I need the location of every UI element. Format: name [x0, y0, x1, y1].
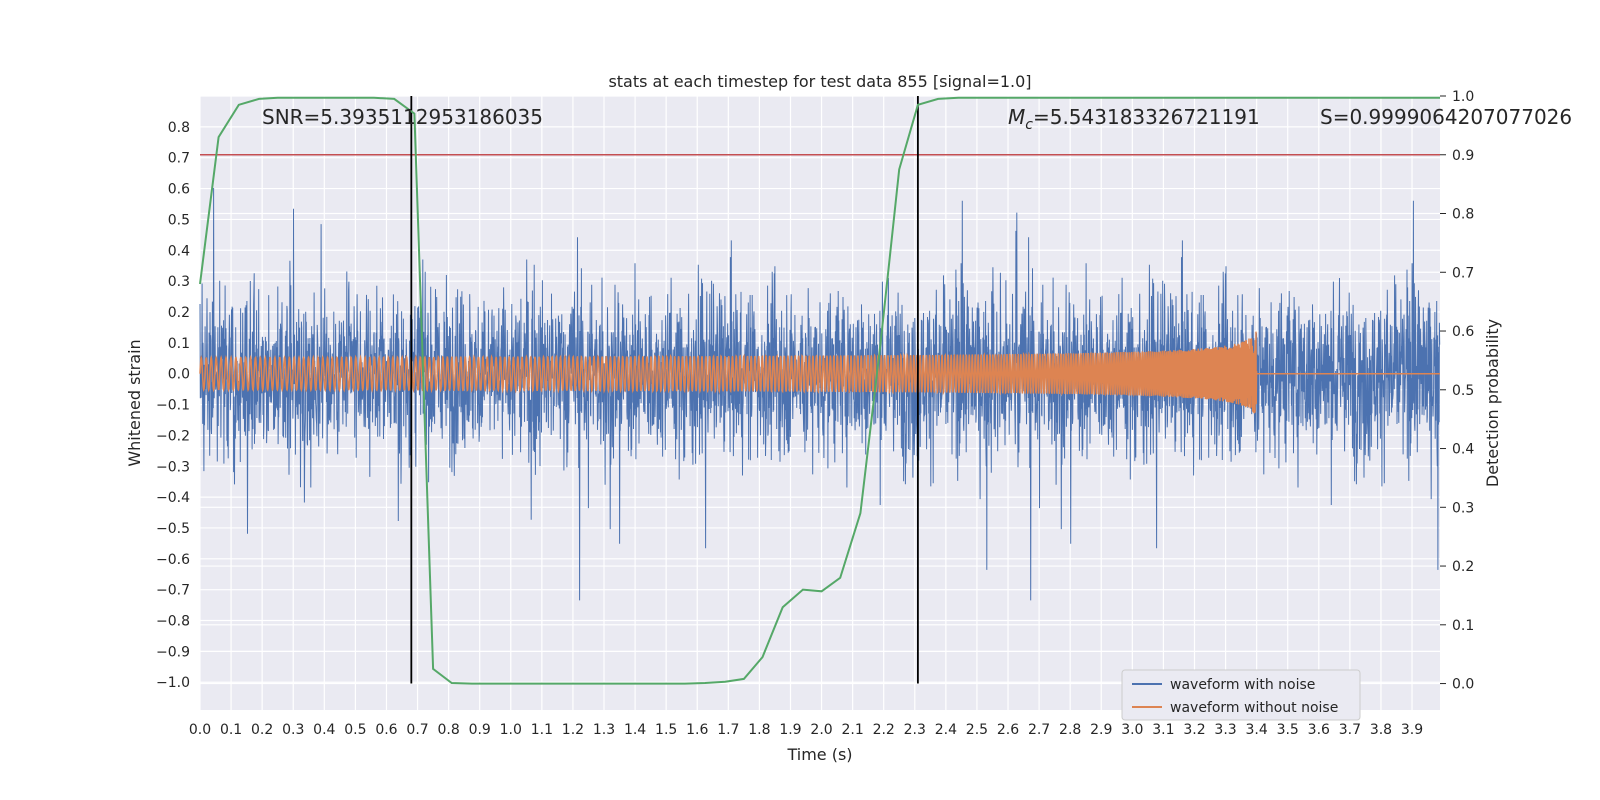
x-tick-label: 0.1 [220, 722, 242, 738]
overlays [199, 96, 1440, 685]
x-tick-label: 2.9 [1090, 722, 1112, 738]
y-tick-label: −0.1 [156, 398, 190, 414]
y-tick-label: −0.9 [156, 644, 190, 660]
legend: waveform with noise waveform without noi… [1121, 669, 1361, 721]
y-tick-label: −0.2 [156, 428, 190, 444]
y2-tick-label: 0.7 [1452, 265, 1474, 281]
clean-series [199, 331, 1440, 414]
y2-tick-label: 0.5 [1452, 383, 1474, 399]
x-tick-label: 0.8 [437, 722, 459, 738]
y-tick-label: 0.5 [168, 212, 190, 228]
x-tick-label: 3.2 [1183, 722, 1205, 738]
x-tick-label: 1.3 [593, 722, 615, 738]
y-tick-label: 0.3 [168, 274, 190, 290]
x-tick-label: 2.8 [1059, 722, 1081, 738]
x-tick-label: 2.6 [997, 722, 1019, 738]
y-tick-label: 0.2 [168, 305, 190, 321]
x-tick-label: 2.0 [810, 722, 832, 738]
y2-tick-label: 0.1 [1452, 618, 1474, 634]
y2-tick-label: 0.6 [1452, 324, 1474, 340]
y2-tick-label: 0.4 [1452, 442, 1474, 458]
mc-symbol: M [1008, 105, 1025, 129]
y-tick-label: 0.1 [168, 336, 190, 352]
y-tick-label: 0.8 [168, 120, 190, 136]
noise-waveform-line [199, 187, 1441, 601]
x-tick-label: 0.0 [189, 722, 211, 738]
x-tick-label: 2.7 [1028, 722, 1050, 738]
x-tick-label: 3.0 [1121, 722, 1143, 738]
legend-label-noise: waveform with noise [1170, 677, 1315, 693]
x-tick-label: 3.9 [1401, 722, 1423, 738]
x-tick-label: 3.8 [1370, 722, 1392, 738]
snr-annotation: SNR=5.3935112953186035 [262, 105, 543, 129]
s-annotation: S=0.9999064207077026 [1320, 105, 1572, 129]
x-tick-label: 3.5 [1277, 722, 1299, 738]
mc-value: =5.543183326721191 [1033, 105, 1260, 129]
y-tick-label: 0.0 [168, 367, 190, 383]
y-tick-label: −0.8 [156, 614, 190, 630]
y-tick-label: 0.7 [168, 151, 190, 167]
x-tick-label: 0.6 [375, 722, 397, 738]
y-tick-label: −0.4 [156, 490, 190, 506]
x-tick-label: 2.2 [873, 722, 895, 738]
x-tick-label: 1.2 [562, 722, 584, 738]
x-tick-label: 3.1 [1152, 722, 1174, 738]
mc-annotation: Mc=5.543183326721191 [1008, 105, 1260, 133]
x-tick-label: 3.6 [1308, 722, 1330, 738]
clean-waveform-line [199, 331, 1440, 414]
mc-subscript: c [1025, 117, 1033, 133]
y-axis-label: Whitened strain [125, 339, 144, 466]
x-tick-label: 1.5 [655, 722, 677, 738]
x-tick-label: 1.6 [686, 722, 708, 738]
y-tick-label: −0.3 [156, 459, 190, 475]
y2-tick-label: 0.3 [1452, 500, 1474, 516]
y2-tick-label: 0.2 [1452, 559, 1474, 575]
x-tick-label: 3.3 [1214, 722, 1236, 738]
y2-tick-label: 0.9 [1452, 148, 1474, 164]
x-tick-label: 1.8 [748, 722, 770, 738]
x-tick-label: 0.9 [469, 722, 491, 738]
x-tick-label: 2.4 [935, 722, 957, 738]
x-tick-label: 0.4 [313, 722, 335, 738]
x-tick-label: 0.2 [251, 722, 273, 738]
y-tick-label: 0.6 [168, 182, 190, 198]
y2-tick-label: 0.0 [1452, 677, 1474, 693]
x-tick-label: 1.0 [500, 722, 522, 738]
x-tick-label: 1.4 [624, 722, 646, 738]
x-tick-label: 1.1 [531, 722, 553, 738]
y-tick-label: −0.5 [156, 521, 190, 537]
x-tick-label: 1.7 [717, 722, 739, 738]
noise-series [199, 187, 1441, 601]
y-tick-label: −0.7 [156, 583, 190, 599]
x-tick-label: 2.1 [841, 722, 863, 738]
y2-axis-label: Detection probability [1483, 319, 1502, 487]
x-tick-label: 2.3 [904, 722, 926, 738]
x-tick-label: 0.5 [344, 722, 366, 738]
x-tick-label: 3.4 [1246, 722, 1268, 738]
x-tick-label: 1.9 [779, 722, 801, 738]
y2-tick-label: 1.0 [1452, 89, 1474, 105]
legend-box [1121, 669, 1361, 721]
x-tick-label: 2.5 [966, 722, 988, 738]
x-tick-label: 0.7 [406, 722, 428, 738]
x-tick-label: 3.7 [1339, 722, 1361, 738]
x-axis-label: Time (s) [786, 745, 852, 764]
y-tick-label: 0.4 [168, 243, 190, 259]
x-tick-label: 0.3 [282, 722, 304, 738]
ticks: 0.0 0.1 0.2 0.3 0.4 0.5 0.6 0.7 0.8 0.9 1.0 1.1 1.2 1… [156, 89, 1474, 738]
legend-label-clean: waveform without noise [1170, 700, 1338, 716]
y-tick-label: −0.6 [156, 552, 190, 568]
chart-title: stats at each timestep for test data 855… [608, 72, 1031, 91]
detection-probability-line [199, 96, 1440, 685]
y2-tick-label: 0.8 [1452, 207, 1474, 223]
y-tick-label: −1.0 [156, 675, 190, 691]
